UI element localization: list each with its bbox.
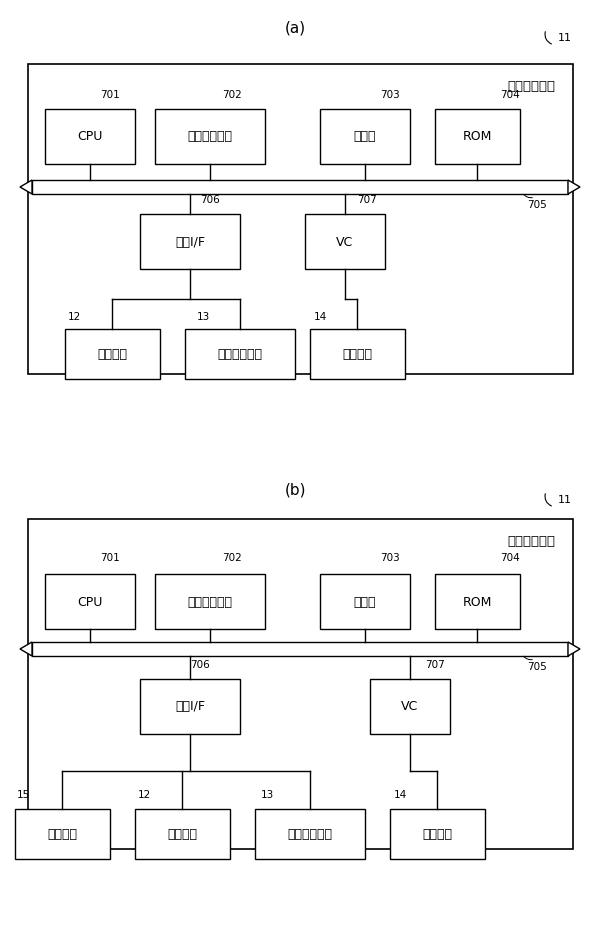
Text: 情報処理装置: 情報処理装置 — [507, 535, 555, 548]
Text: 12: 12 — [138, 789, 151, 799]
Bar — [135, 809, 230, 859]
Bar — [185, 329, 295, 380]
Bar — [155, 110, 265, 165]
Text: 記録メディア: 記録メディア — [287, 828, 333, 841]
Text: 14: 14 — [314, 312, 327, 322]
Text: ROM: ROM — [462, 595, 492, 608]
Text: 707: 707 — [425, 659, 445, 669]
Bar — [32, 642, 568, 656]
Text: 703: 703 — [380, 90, 400, 100]
Text: CPU: CPU — [77, 130, 103, 143]
Text: 15: 15 — [17, 789, 30, 799]
Bar — [390, 809, 485, 859]
Bar — [15, 809, 110, 859]
Text: (a): (a) — [284, 20, 306, 35]
Text: 入力装置: 入力装置 — [167, 828, 197, 841]
Text: 705: 705 — [527, 662, 547, 671]
Bar — [45, 110, 135, 165]
Bar — [140, 679, 240, 734]
Text: 13: 13 — [261, 789, 274, 799]
Text: 表示装置: 表示装置 — [422, 828, 452, 841]
Text: 705: 705 — [527, 200, 547, 210]
FancyArrow shape — [568, 181, 580, 195]
Text: 12: 12 — [68, 312, 81, 322]
Text: 702: 702 — [222, 552, 242, 562]
Text: 702: 702 — [222, 90, 242, 100]
Bar — [305, 214, 385, 270]
Text: 703: 703 — [380, 552, 400, 562]
Text: 記憶部: 記憶部 — [354, 595, 376, 608]
Text: 表示装置: 表示装置 — [342, 348, 372, 361]
Text: 11: 11 — [558, 33, 572, 43]
Text: (b): (b) — [284, 482, 306, 497]
Bar — [45, 574, 135, 629]
Text: メインメモリ: メインメモリ — [187, 595, 232, 608]
Bar — [255, 809, 365, 859]
Text: VC: VC — [401, 700, 418, 713]
Bar — [32, 181, 568, 195]
FancyArrow shape — [20, 181, 32, 195]
Bar — [65, 329, 160, 380]
Text: 14: 14 — [394, 789, 407, 799]
Bar — [370, 679, 450, 734]
Bar — [435, 110, 520, 165]
FancyArrow shape — [20, 642, 32, 656]
Text: メインメモリ: メインメモリ — [187, 130, 232, 143]
Text: 706: 706 — [190, 659, 210, 669]
Bar — [140, 214, 240, 270]
Text: 情報処理装置: 情報処理装置 — [507, 80, 555, 93]
Bar — [435, 574, 520, 629]
Text: 汎用I/F: 汎用I/F — [175, 700, 205, 713]
FancyArrow shape — [568, 642, 580, 656]
Bar — [28, 520, 573, 849]
Text: ROM: ROM — [462, 130, 492, 143]
Text: 701: 701 — [100, 552, 120, 562]
Text: VC: VC — [336, 235, 353, 248]
Text: 707: 707 — [357, 195, 376, 205]
Text: 13: 13 — [197, 312, 210, 322]
Text: 記録メディア: 記録メディア — [217, 348, 262, 361]
Text: 11: 11 — [558, 495, 572, 505]
Text: 記憶部: 記憶部 — [354, 130, 376, 143]
Text: 706: 706 — [200, 195, 220, 205]
Text: 701: 701 — [100, 90, 120, 100]
Text: CPU: CPU — [77, 595, 103, 608]
Text: 704: 704 — [500, 552, 519, 562]
Bar — [320, 110, 410, 165]
Text: 704: 704 — [500, 90, 519, 100]
Text: 測定装置: 測定装置 — [47, 828, 77, 841]
Text: 入力装置: 入力装置 — [97, 348, 127, 361]
Bar — [155, 574, 265, 629]
Bar — [320, 574, 410, 629]
Text: 汎用I/F: 汎用I/F — [175, 235, 205, 248]
Bar — [28, 65, 573, 375]
Bar — [310, 329, 405, 380]
